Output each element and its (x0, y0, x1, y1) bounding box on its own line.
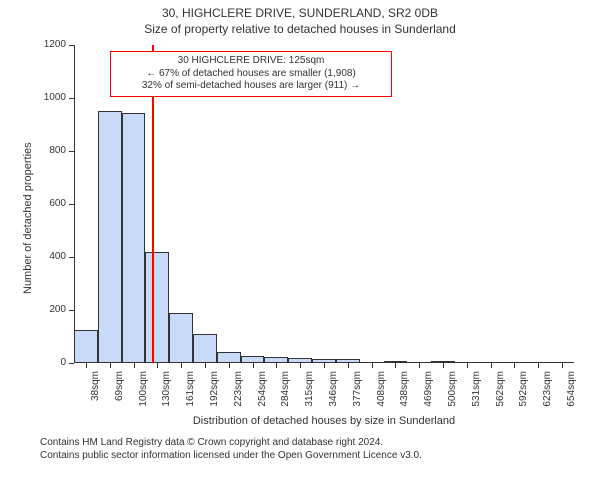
x-tick-label: 592sqm (518, 371, 529, 431)
bar (145, 252, 169, 363)
y-tick-label: 0 (28, 357, 66, 368)
x-tick-mark (181, 363, 182, 368)
x-tick-label: 254sqm (257, 371, 268, 431)
x-tick-mark (395, 363, 396, 368)
x-tick-mark (324, 363, 325, 368)
bar (193, 334, 217, 363)
y-tick-label: 400 (28, 251, 66, 262)
x-tick-label: 223sqm (233, 371, 244, 431)
bar (241, 356, 265, 363)
x-tick-label: 192sqm (209, 371, 220, 431)
x-tick-label: 315sqm (304, 371, 315, 431)
y-tick-label: 600 (28, 198, 66, 209)
x-tick-label: 38sqm (90, 371, 101, 431)
footer-attribution: Contains HM Land Registry data © Crown c… (40, 437, 600, 462)
x-tick-mark (205, 363, 206, 368)
annotation-box: 30 HIGHCLERE DRIVE: 125sqm← 67% of detac… (110, 51, 392, 97)
y-tick-label: 1200 (28, 39, 66, 50)
x-tick-mark (253, 363, 254, 368)
y-tick-label: 1000 (28, 92, 66, 103)
x-tick-mark (443, 363, 444, 368)
x-tick-label: 562sqm (495, 371, 506, 431)
annotation-line: ← 67% of detached houses are smaller (1,… (114, 68, 388, 81)
x-tick-label: 438sqm (399, 371, 410, 431)
x-tick-mark (538, 363, 539, 368)
y-tick-label: 200 (28, 304, 66, 315)
x-tick-mark (348, 363, 349, 368)
x-tick-mark (134, 363, 135, 368)
x-tick-label: 500sqm (447, 371, 458, 431)
x-tick-label: 346sqm (328, 371, 339, 431)
x-tick-label: 100sqm (138, 371, 149, 431)
x-tick-mark (110, 363, 111, 368)
x-tick-label: 654sqm (566, 371, 577, 431)
x-tick-label: 69sqm (114, 371, 125, 431)
y-axis-label: Number of detached properties (22, 143, 34, 295)
x-tick-label: 469sqm (423, 371, 434, 431)
x-tick-mark (276, 363, 277, 368)
x-tick-mark (419, 363, 420, 368)
bar (217, 352, 241, 363)
x-tick-mark (157, 363, 158, 368)
x-tick-mark (467, 363, 468, 368)
bar (169, 313, 193, 363)
x-tick-mark (562, 363, 563, 368)
title-line-1: 30, HIGHCLERE DRIVE, SUNDERLAND, SR2 0DB (0, 6, 600, 22)
x-tick-mark (372, 363, 373, 368)
x-tick-label: 377sqm (352, 371, 363, 431)
x-tick-mark (514, 363, 515, 368)
x-tick-mark (491, 363, 492, 368)
title-line-2: Size of property relative to detached ho… (0, 22, 600, 38)
x-tick-label: 408sqm (376, 371, 387, 431)
y-tick-mark (69, 363, 74, 364)
footer-line-2: Contains public sector information licen… (40, 450, 600, 463)
footer-line-1: Contains HM Land Registry data © Crown c… (40, 437, 600, 450)
x-tick-label: 130sqm (161, 371, 172, 431)
chart-titles: 30, HIGHCLERE DRIVE, SUNDERLAND, SR2 0DB… (0, 0, 600, 37)
annotation-line: 32% of semi-detached houses are larger (… (114, 80, 388, 93)
bar (122, 113, 146, 363)
x-tick-mark (86, 363, 87, 368)
x-tick-label: 161sqm (185, 371, 196, 431)
bar (98, 111, 122, 363)
x-tick-mark (229, 363, 230, 368)
bar (74, 330, 98, 363)
annotation-line: 30 HIGHCLERE DRIVE: 125sqm (114, 55, 388, 68)
x-tick-mark (300, 363, 301, 368)
x-tick-label: 623sqm (542, 371, 553, 431)
plot-area: Number of detached properties 0200400600… (74, 45, 574, 363)
x-tick-label: 284sqm (280, 371, 291, 431)
y-tick-label: 800 (28, 145, 66, 156)
x-tick-label: 531sqm (471, 371, 482, 431)
